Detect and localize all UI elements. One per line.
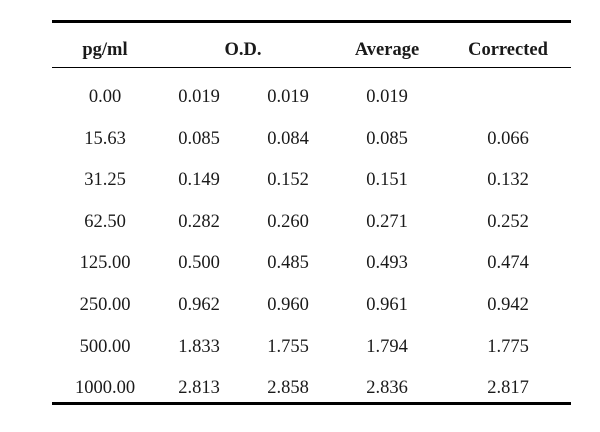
cell-corrected: 0.066: [487, 129, 529, 149]
cell-average: 0.151: [366, 170, 408, 190]
cell-od-2: 2.858: [267, 378, 309, 398]
table-header-rule: [52, 67, 571, 68]
cell-pgml: 62.50: [84, 212, 126, 232]
cell-average: 0.085: [366, 129, 408, 149]
cell-average: 0.493: [366, 253, 408, 273]
cell-od-1: 0.500: [178, 253, 220, 273]
cell-pgml: 125.00: [79, 253, 131, 273]
cell-corrected: 0.942: [487, 295, 529, 315]
cell-pgml: 1000.00: [74, 378, 136, 398]
cell-od-1: 2.813: [178, 378, 220, 398]
header-pgml: pg/ml: [82, 40, 128, 60]
cell-od-2: 0.485: [267, 253, 309, 273]
cell-pgml: 31.25: [84, 170, 126, 190]
cell-average: 2.836: [366, 378, 408, 398]
cell-od-1: 0.282: [178, 212, 220, 232]
cell-corrected: 0.474: [487, 253, 529, 273]
cell-od-1: 0.085: [178, 129, 220, 149]
cell-corrected: 0.132: [487, 170, 529, 190]
cell-pgml: 15.63: [84, 129, 126, 149]
cell-pgml: 0.00: [88, 87, 122, 107]
cell-corrected: 2.817: [487, 378, 529, 398]
table-bottom-rule: [52, 402, 571, 405]
cell-average: 1.794: [366, 337, 408, 357]
cell-od-1: 0.962: [178, 295, 220, 315]
cell-od-2: 0.152: [267, 170, 309, 190]
cell-od-1: 0.149: [178, 170, 220, 190]
cell-od-1: 0.019: [178, 87, 220, 107]
cell-od-2: 0.019: [267, 87, 309, 107]
cell-average: 0.961: [366, 295, 408, 315]
table-top-rule: [52, 20, 571, 23]
header-corrected: Corrected: [468, 40, 548, 60]
cell-corrected: 0.252: [487, 212, 529, 232]
cell-average: 0.271: [366, 212, 408, 232]
cell-od-2: 1.755: [267, 337, 309, 357]
cell-od-2: 0.084: [267, 129, 309, 149]
cell-od-2: 0.260: [267, 212, 309, 232]
cell-pgml: 500.00: [79, 337, 131, 357]
cell-average: 0.019: [366, 87, 408, 107]
header-average: Average: [354, 40, 420, 60]
cell-od-2: 0.960: [267, 295, 309, 315]
cell-pgml: 250.00: [79, 295, 131, 315]
cell-corrected: 1.775: [487, 337, 529, 357]
header-od: O.D.: [224, 40, 262, 60]
cell-od-1: 1.833: [178, 337, 220, 357]
